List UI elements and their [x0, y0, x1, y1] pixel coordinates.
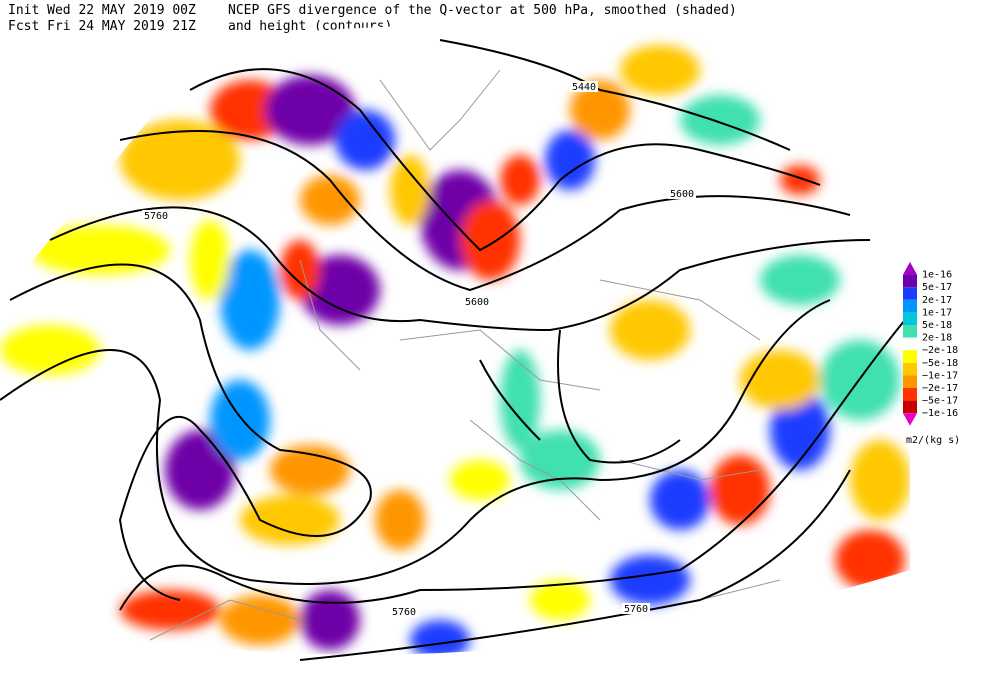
- contour-label: 5440: [572, 82, 596, 93]
- colorbar-label: 5e-17: [922, 282, 952, 293]
- colorbar-label: −2e-18: [922, 345, 958, 356]
- colorbar-label: −2e-17: [922, 383, 958, 394]
- colorbar-label: −5e-18: [922, 358, 958, 369]
- contour-label: 5600: [670, 189, 694, 200]
- map-title: NCEP GFS divergence of the Q-vector at 5…: [228, 3, 737, 18]
- contour-label: 5600: [465, 297, 489, 308]
- contour: [479, 329, 681, 464]
- contour: [49, 206, 871, 332]
- colorbar-label: −5e-17: [922, 396, 958, 407]
- colorbar-swatch: [903, 274, 917, 288]
- colorbar-label: 2e-17: [922, 295, 952, 306]
- colorbar-label: 5e-18: [922, 320, 952, 331]
- colorbar-label: 2e-18: [922, 333, 952, 344]
- init-time: Init Wed 22 MAY 2019 00Z: [8, 3, 196, 18]
- colorbar-swatch: [903, 337, 917, 351]
- colorbar-swatch: [903, 287, 917, 300]
- forecast-time: Fcst Fri 24 MAY 2019 21Z: [8, 19, 196, 34]
- colorbar-label: 1e-17: [922, 307, 952, 318]
- colorbar-swatch: [903, 325, 917, 338]
- contour-label: 5760: [624, 604, 648, 615]
- colorbar-swatch: [903, 400, 917, 414]
- contour: [119, 319, 906, 611]
- colorbar-swatch: [903, 312, 917, 325]
- contour: [189, 68, 821, 252]
- colorbar-swatch: [903, 388, 917, 401]
- contour: [299, 469, 851, 661]
- colorbar-swatch: [903, 375, 917, 388]
- contour: [9, 263, 372, 601]
- colorbar-label: −1e-16: [922, 408, 958, 419]
- colorbar-label: −1e-17: [922, 370, 958, 381]
- colorbar-swatch: [903, 350, 917, 363]
- colorbar-arrow: [903, 262, 917, 275]
- colorbar-label: 1e-16: [922, 270, 952, 281]
- colorbar-arrow: [903, 413, 917, 426]
- contour-label: 5760: [392, 607, 416, 618]
- contour: [439, 39, 791, 151]
- colorbar-unit: m2/(kg s): [906, 435, 960, 446]
- colorbar-swatch: [903, 362, 917, 376]
- colorbar-swatch: [903, 299, 917, 313]
- coastlines: [149, 69, 781, 641]
- contour-label: 5760: [144, 211, 168, 222]
- contour-labels: 5440 5600 5760 5600 5760 5760: [142, 81, 696, 618]
- contour: [0, 299, 831, 585]
